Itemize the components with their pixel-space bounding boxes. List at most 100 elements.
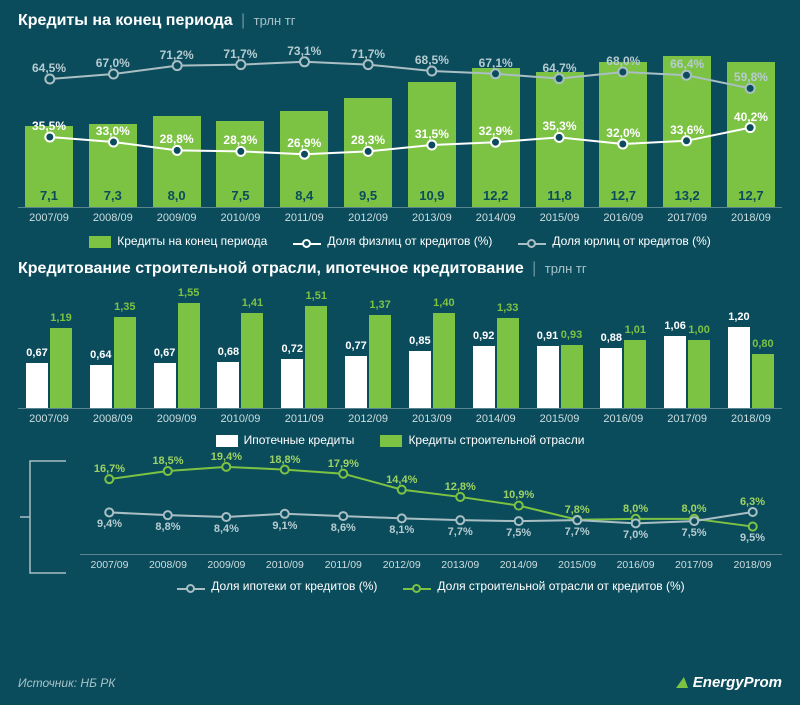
chart1-unit: трлн тг xyxy=(254,13,296,28)
chart1-legend: Кредиты на конец периода Доля физлиц от … xyxy=(18,224,782,254)
green-pct: 18,8% xyxy=(253,454,316,466)
grey-pct: 71,7% xyxy=(211,47,269,61)
grey-pct: 7,0% xyxy=(604,529,667,541)
green-bar: 0,80 xyxy=(752,354,774,408)
white-bar: 0,91 xyxy=(537,346,559,408)
chart1-col: 9,5 28,3% 71,7% xyxy=(339,48,397,207)
green-bar: 1,33 xyxy=(497,318,519,408)
chart3-wrap: 16,7% 9,4%18,5% 8,8%19,4% 8,4%18,8% 9,1%… xyxy=(18,455,782,593)
chart1-col: 8,0 28,8% 71,2% xyxy=(148,48,206,207)
chart1-bar: 8,4 xyxy=(280,111,328,207)
chart1-col: 13,2 33,6% 66,4% xyxy=(658,48,716,207)
chart2-col: 1,20 0,80 xyxy=(722,294,780,408)
chart2-col: 0,88 1,01 xyxy=(594,294,652,408)
bar-value: 13,2 xyxy=(663,188,711,203)
chart1-bar: 7,1 xyxy=(25,126,73,207)
chart2-col: 1,06 1,00 xyxy=(658,294,716,408)
white-bar-lbl: 0,85 xyxy=(406,335,434,347)
green-pct: 17,9% xyxy=(312,458,375,470)
white-pct: 33,0% xyxy=(84,124,142,138)
green-bar-lbl: 1,40 xyxy=(430,297,458,309)
bracket xyxy=(18,455,80,593)
grey-pct: 9,1% xyxy=(253,520,316,532)
chart2-col: 0,92 1,33 xyxy=(467,294,525,408)
chart1-col: 12,7 32,0% 68,0% xyxy=(594,48,652,207)
chart1-xaxis: 2007/092008/092009/092010/092011/092012/… xyxy=(18,208,782,224)
chart3-col: 18,5% 8,8% xyxy=(140,455,195,554)
bar-value: 11,8 xyxy=(536,188,584,203)
chart1-col: 7,3 33,0% 67,0% xyxy=(84,48,142,207)
bar-value: 9,5 xyxy=(344,188,392,203)
chart2-col: 0,85 1,40 xyxy=(403,294,461,408)
chart1-title: Кредиты на конец периода xyxy=(18,12,233,29)
white-bar: 0,67 xyxy=(26,363,48,408)
legend-grey-line: Доля юрлиц от кредитов (%) xyxy=(518,234,710,248)
logo-icon xyxy=(676,677,690,688)
white-bar-lbl: 0,64 xyxy=(87,349,115,361)
white-bar: 0,77 xyxy=(345,356,367,408)
footer: Источник: НБ РК EnergyProm xyxy=(0,664,800,705)
chart3-plot: 16,7% 9,4%18,5% 8,8%19,4% 8,4%18,8% 9,1%… xyxy=(80,455,782,555)
chart1-bar: 11,8 xyxy=(536,72,584,207)
green-bar-lbl: 1,37 xyxy=(366,299,394,311)
chart2-block: Кредитование строительной отрасли, ипоте… xyxy=(0,254,800,593)
chart3-col: 17,9% 8,6% xyxy=(316,455,371,554)
chart2-title: Кредитование строительной отрасли, ипоте… xyxy=(18,260,524,277)
white-pct: 31,5% xyxy=(403,127,461,141)
grey-pct: 8,6% xyxy=(312,522,375,534)
green-bar-lbl: 1,51 xyxy=(302,290,330,302)
green-bar: 1,40 xyxy=(433,313,455,408)
bar-value: 12,2 xyxy=(472,188,520,203)
legend-bars: Кредиты на конец периода xyxy=(89,234,267,248)
bar-value: 10,9 xyxy=(408,188,456,203)
grey-pct: 71,7% xyxy=(339,47,397,61)
white-bar-lbl: 0,68 xyxy=(214,346,242,358)
green-bar-lbl: 1,55 xyxy=(175,287,203,299)
chart1-col: 7,5 28,3% 71,7% xyxy=(211,48,269,207)
white-pct: 32,0% xyxy=(594,126,652,140)
green-bar: 1,51 xyxy=(305,306,327,408)
white-bar: 0,88 xyxy=(600,348,622,408)
grey-pct: 67,0% xyxy=(84,56,142,70)
bar-value: 8,4 xyxy=(280,188,328,203)
white-pct: 40,2% xyxy=(722,110,780,124)
chart3-col: 6,3% 9,5% xyxy=(725,455,780,554)
green-bar: 1,55 xyxy=(178,303,200,408)
white-pct: 28,3% xyxy=(339,133,397,147)
sep: | xyxy=(241,12,245,29)
chart3-col: 14,4% 8,1% xyxy=(374,455,429,554)
grey-pct: 8,4% xyxy=(195,523,258,535)
chart1-bar: 10,9 xyxy=(408,82,456,207)
bar-value: 7,3 xyxy=(89,188,137,203)
chart2-plot: 0,67 1,19 0,64 1,35 0,67 1,55 0,68 1,41 … xyxy=(18,294,782,409)
grey-pct: 67,1% xyxy=(467,56,525,70)
chart3-col: 8,0% 7,0% xyxy=(608,455,663,554)
chart3-xaxis: 2007/092008/092009/092010/092011/092012/… xyxy=(80,555,782,571)
chart1-plot: 7,1 35,5% 64,5% 7,3 33,0% 67,0% 8,0 28,8… xyxy=(18,48,782,208)
green-bar: 1,35 xyxy=(114,317,136,408)
white-pct: 26,9% xyxy=(275,136,333,150)
grey-pct: 7,7% xyxy=(546,526,609,538)
grey-pct: 7,5% xyxy=(487,527,550,539)
chart1-col: 12,2 32,9% 67,1% xyxy=(467,48,525,207)
bar-value: 12,7 xyxy=(727,188,775,203)
white-bar-lbl: 0,67 xyxy=(151,347,179,359)
legend-green-bars: Кредиты строительной отрасли xyxy=(380,433,584,447)
white-bar: 1,06 xyxy=(664,336,686,408)
green-bar: 1,19 xyxy=(50,328,72,409)
grey-pct: 8,8% xyxy=(136,521,199,533)
chart2-unit: трлн тг xyxy=(545,261,587,276)
logo: EnergyProm xyxy=(677,674,782,691)
grey-pct: 7,7% xyxy=(429,526,492,538)
green-pct: 14,4% xyxy=(370,474,433,486)
white-pct: 35,5% xyxy=(20,119,78,133)
green-bar: 1,00 xyxy=(688,340,710,408)
bar-value: 7,1 xyxy=(25,188,73,203)
chart3-col: 12,8% 7,7% xyxy=(433,455,488,554)
grey-pct: 68,5% xyxy=(403,53,461,67)
chart3-col: 10,9% 7,5% xyxy=(491,455,546,554)
chart3-col: 19,4% 8,4% xyxy=(199,455,254,554)
green-bar: 1,37 xyxy=(369,315,391,408)
grey-pct: 66,4% xyxy=(658,57,716,71)
chart1-col: 12,7 40,2% 59,8% xyxy=(722,48,780,207)
